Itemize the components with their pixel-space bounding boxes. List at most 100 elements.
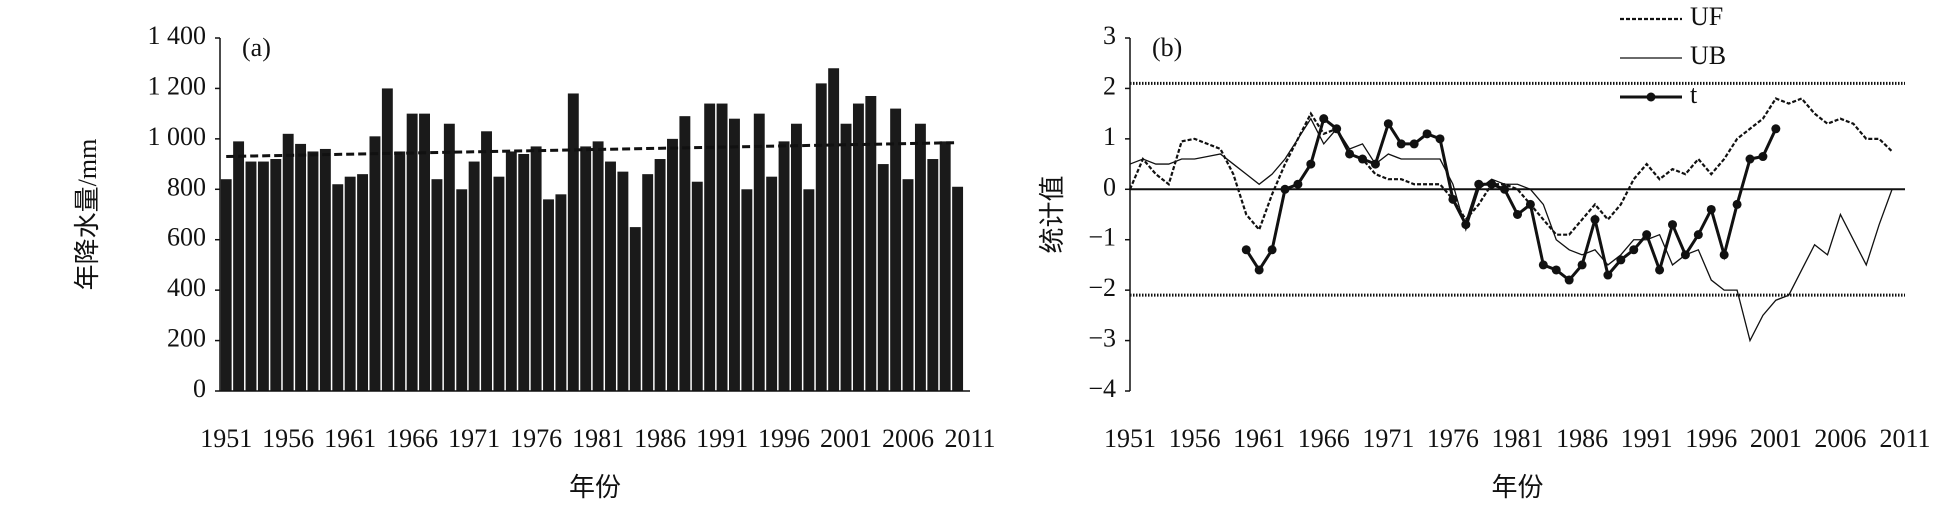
bar bbox=[394, 151, 406, 391]
y-axis-title: 统计值 bbox=[1038, 175, 1067, 253]
bar bbox=[580, 146, 592, 391]
bar bbox=[530, 146, 542, 391]
point bbox=[1487, 179, 1497, 189]
bar bbox=[307, 151, 319, 391]
y-tick-label: 0 bbox=[193, 374, 206, 403]
x-tick-label: 2001 bbox=[820, 424, 872, 453]
bar bbox=[245, 161, 257, 391]
x-tick-label: 1986 bbox=[634, 424, 686, 453]
point bbox=[1655, 265, 1665, 275]
point bbox=[1332, 124, 1342, 134]
bar bbox=[282, 133, 294, 392]
legend-label: UF bbox=[1690, 2, 1723, 31]
bar bbox=[803, 189, 815, 391]
x-axis-title: 年份 bbox=[569, 473, 621, 502]
x-tick-label: 1971 bbox=[1362, 424, 1414, 453]
bar bbox=[914, 123, 926, 391]
bar bbox=[592, 141, 604, 391]
x-tick-label: 1981 bbox=[572, 424, 624, 453]
legend-label: UB bbox=[1690, 41, 1726, 70]
bar bbox=[381, 88, 393, 391]
bar bbox=[890, 108, 902, 391]
bar bbox=[865, 95, 877, 391]
point bbox=[1345, 149, 1355, 159]
legend-label: t bbox=[1690, 80, 1698, 109]
point bbox=[1629, 245, 1639, 255]
bar bbox=[952, 186, 964, 391]
bar bbox=[443, 123, 455, 391]
bar bbox=[493, 176, 505, 391]
bar bbox=[605, 161, 616, 391]
point bbox=[1525, 199, 1535, 209]
x-tick-label: 2006 bbox=[1814, 424, 1866, 453]
point bbox=[1306, 159, 1316, 169]
bar bbox=[704, 103, 716, 392]
bar bbox=[877, 164, 889, 391]
y-tick-label: 1 200 bbox=[148, 71, 207, 100]
point bbox=[1370, 159, 1380, 169]
y-tick-label: −3 bbox=[1088, 324, 1116, 353]
bar bbox=[902, 179, 914, 391]
x-tick-label: 1956 bbox=[1169, 424, 1221, 453]
point bbox=[1254, 265, 1264, 275]
point bbox=[1513, 210, 1522, 219]
x-tick-label: 2011 bbox=[1879, 424, 1930, 453]
point bbox=[1500, 184, 1510, 194]
series-line bbox=[1129, 117, 1893, 343]
x-tick-label: 1961 bbox=[1233, 424, 1285, 453]
point bbox=[1461, 220, 1471, 230]
bar bbox=[431, 179, 443, 391]
bar bbox=[840, 123, 852, 391]
y-tick-label: −2 bbox=[1088, 273, 1116, 302]
x-tick-label: 1966 bbox=[386, 424, 438, 453]
bar bbox=[295, 143, 307, 391]
point bbox=[1719, 250, 1729, 260]
y-tick-label: 200 bbox=[167, 324, 206, 353]
x-tick-label: 2001 bbox=[1750, 424, 1802, 453]
x-tick-label: 1991 bbox=[696, 424, 748, 453]
bar bbox=[233, 141, 245, 391]
bar bbox=[357, 174, 369, 391]
point bbox=[1538, 260, 1548, 270]
bar bbox=[852, 103, 864, 392]
point bbox=[1551, 265, 1561, 275]
bar bbox=[729, 118, 740, 391]
bar bbox=[617, 171, 629, 391]
series-line bbox=[1128, 97, 1893, 236]
point bbox=[1293, 179, 1303, 189]
point bbox=[1358, 154, 1367, 164]
bar bbox=[419, 113, 430, 392]
bar bbox=[939, 141, 951, 391]
bar bbox=[518, 153, 530, 391]
point bbox=[1577, 260, 1587, 270]
point bbox=[1422, 129, 1432, 139]
bar bbox=[332, 184, 344, 391]
bar bbox=[543, 199, 554, 391]
point bbox=[1693, 230, 1703, 240]
point bbox=[1241, 245, 1251, 255]
bar bbox=[815, 83, 827, 391]
x-tick-label: 1951 bbox=[200, 424, 252, 453]
point bbox=[1409, 139, 1419, 149]
x-tick-label: 2011 bbox=[944, 424, 995, 453]
bar bbox=[468, 161, 480, 391]
trend-line bbox=[226, 141, 958, 159]
bar bbox=[406, 113, 418, 392]
bar bbox=[567, 93, 579, 391]
x-tick-label: 1971 bbox=[448, 424, 500, 453]
y-tick-label: 0 bbox=[1103, 172, 1116, 201]
point bbox=[1642, 230, 1652, 240]
x-tick-label: 1986 bbox=[1556, 424, 1608, 453]
point bbox=[1564, 275, 1574, 285]
bar bbox=[257, 161, 269, 391]
y-tick-label: 1 000 bbox=[148, 122, 207, 151]
bar bbox=[270, 159, 282, 391]
point bbox=[1745, 154, 1755, 164]
bar bbox=[828, 68, 840, 391]
bar bbox=[716, 103, 728, 392]
bar bbox=[555, 194, 567, 391]
series-line bbox=[1244, 116, 1778, 283]
x-tick-label: 1951 bbox=[1104, 424, 1156, 453]
point bbox=[1267, 245, 1277, 255]
